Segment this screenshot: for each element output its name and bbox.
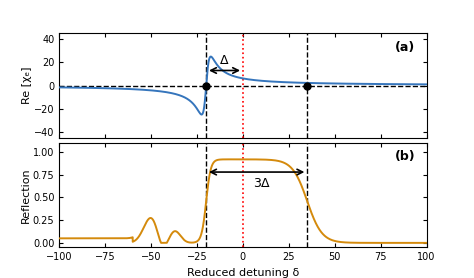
Text: $3\Delta$: $3\Delta$ bbox=[253, 177, 272, 190]
X-axis label: Reduced detuning δ: Reduced detuning δ bbox=[187, 268, 299, 278]
Text: $\Delta$: $\Delta$ bbox=[219, 54, 230, 67]
Text: (a): (a) bbox=[395, 41, 416, 54]
Y-axis label: Re [χₑ]: Re [χₑ] bbox=[22, 67, 33, 104]
Y-axis label: Reflection: Reflection bbox=[21, 167, 31, 223]
Text: (b): (b) bbox=[395, 150, 416, 163]
